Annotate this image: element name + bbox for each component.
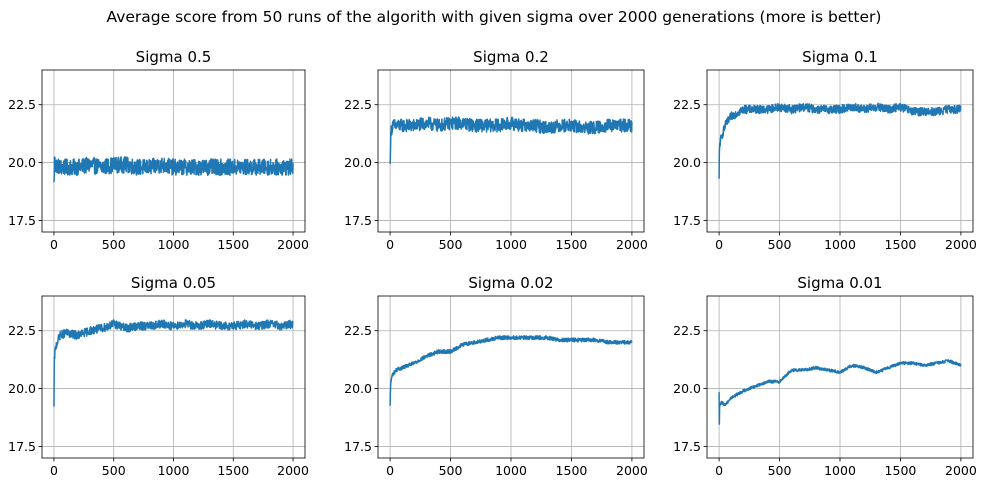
y-tick-label: 22.5 [8, 97, 36, 112]
y-tick-label: 17.5 [673, 439, 701, 454]
x-tick-label: 500 [768, 463, 792, 478]
x-tick-label: 1000 [158, 463, 190, 478]
series-line [718, 359, 962, 425]
x-tick-label: 1000 [495, 463, 527, 478]
x-tick-label: 500 [768, 237, 792, 252]
y-tick-label: 22.5 [673, 323, 701, 338]
x-tick-label: 0 [715, 237, 723, 252]
x-tick-label: 1000 [495, 237, 527, 252]
y-tick-label: 20.0 [344, 381, 372, 396]
y-tick-label: 20.0 [8, 155, 36, 170]
subplot-title: Sigma 0.5 [136, 48, 212, 66]
y-tick-label: 17.5 [8, 213, 36, 228]
series-line [53, 156, 294, 183]
series-line [389, 116, 633, 164]
series-line [389, 335, 633, 406]
subplot-title: Sigma 0.2 [473, 48, 549, 66]
subplot: 0 500 1000 1500 2000 17.5 20.0 22.5 Sigma 0.01 [673, 274, 977, 478]
subplot: 0 500 1000 1500 2000 17.5 20.0 22.5 Sigma 0.1 [673, 48, 977, 252]
subplot: 0 500 1000 1500 2000 17.5 20.0 22.5 Sigma 0.05 [8, 274, 309, 478]
subplot-title: Sigma 0.02 [468, 274, 553, 292]
y-tick-label: 20.0 [673, 155, 701, 170]
y-tick-label: 17.5 [344, 213, 372, 228]
x-tick-label: 2000 [277, 237, 309, 252]
series-line [718, 102, 962, 179]
subplot: 0 500 1000 1500 2000 17.5 20.0 22.5 Sigma 0.02 [344, 274, 648, 478]
y-tick-label: 22.5 [8, 323, 36, 338]
subplot-title: Sigma 0.05 [131, 274, 216, 292]
y-tick-label: 17.5 [344, 439, 372, 454]
x-tick-label: 500 [439, 463, 463, 478]
x-tick-label: 1500 [556, 463, 588, 478]
x-tick-label: 1000 [824, 237, 856, 252]
x-tick-label: 1500 [885, 463, 917, 478]
subplot: 0 500 1000 1500 2000 17.5 20.0 22.5 Sigma 0.2 [344, 48, 648, 252]
y-tick-label: 22.5 [344, 323, 372, 338]
subplot-title: Sigma 0.01 [797, 274, 882, 292]
x-tick-label: 500 [102, 237, 126, 252]
figure-title: Average score from 50 runs of the algori… [106, 8, 882, 26]
y-tick-label: 20.0 [344, 155, 372, 170]
y-tick-label: 20.0 [673, 381, 701, 396]
x-tick-label: 0 [50, 463, 58, 478]
y-tick-label: 22.5 [344, 97, 372, 112]
x-tick-label: 1000 [824, 463, 856, 478]
y-tick-label: 22.5 [673, 97, 701, 112]
subplot-title: Sigma 0.1 [802, 48, 878, 66]
x-tick-label: 500 [102, 463, 126, 478]
subplot: 0 500 1000 1500 2000 17.5 20.0 22.5 Sigma 0.5 [8, 48, 309, 252]
x-tick-label: 1500 [217, 237, 249, 252]
y-tick-label: 17.5 [8, 439, 36, 454]
y-tick-label: 17.5 [673, 213, 701, 228]
x-tick-label: 0 [715, 463, 723, 478]
x-tick-label: 1500 [885, 237, 917, 252]
x-tick-label: 2000 [616, 237, 648, 252]
x-tick-label: 2000 [616, 463, 648, 478]
x-tick-label: 2000 [277, 463, 309, 478]
x-tick-label: 1500 [556, 237, 588, 252]
x-tick-label: 0 [50, 237, 58, 252]
x-tick-label: 0 [386, 237, 394, 252]
x-tick-label: 2000 [945, 237, 977, 252]
series-line [53, 319, 294, 407]
x-tick-label: 0 [386, 463, 394, 478]
x-tick-label: 1500 [217, 463, 249, 478]
x-tick-label: 2000 [945, 463, 977, 478]
y-tick-label: 20.0 [8, 381, 36, 396]
x-tick-label: 1000 [158, 237, 190, 252]
x-tick-label: 500 [439, 237, 463, 252]
